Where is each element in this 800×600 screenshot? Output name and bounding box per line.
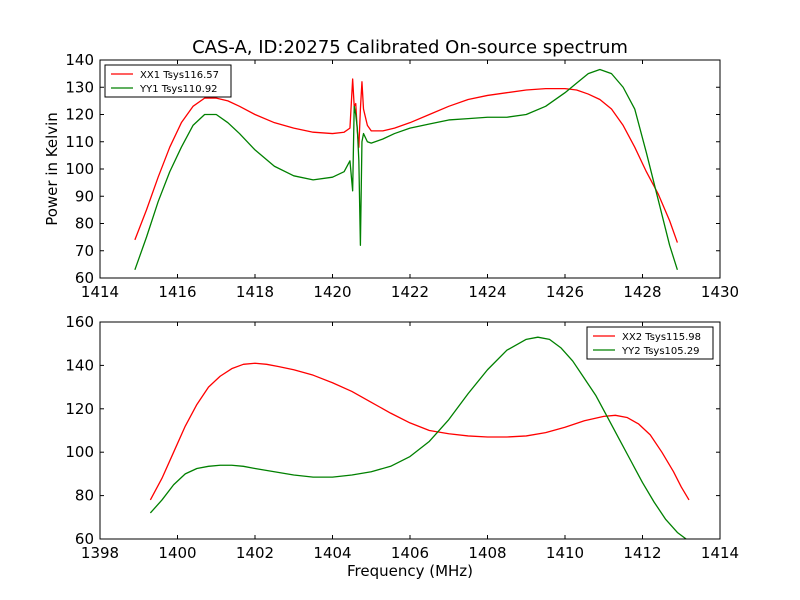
x-tick-label: 1406 [391,544,429,562]
top-panel: 1414 1416 1418 1420 1422 1424 1426 1428 1430 60 70… [65,51,739,301]
y-tick-label: 80 [75,215,94,233]
x-tick-label: 1422 [391,283,429,301]
legend-box [586,326,714,360]
x-tick-label: 1414 [701,544,739,562]
y-tick-label: 80 [75,487,94,505]
y-tick-label: 60 [75,269,94,287]
y-tick-label: 60 [75,530,94,548]
y-tick-label: 140 [65,51,94,69]
y-tick-label: 120 [65,400,94,418]
series-line-bottom-0 [149,362,690,501]
series-line-top-1 [134,68,678,271]
legend-box [104,64,232,98]
x-tick-label: 1398 [81,544,119,562]
y-tick-label: 110 [65,133,94,151]
x-tick-label: 1400 [158,544,196,562]
x-tick-label: 1420 [313,283,351,301]
y-tick-label: 130 [65,78,94,96]
series-line-bottom-1 [149,336,688,539]
chart-title: CAS-A, ID:20275 Calibrated On-source spe… [192,37,628,58]
y-tick-label: 70 [75,242,94,260]
legend-label: XX1 Tsys116.57 [140,70,219,81]
bottom-panel: 1398 1400 1402 1404 1406 1408 1410 1412 1414 60 80… [65,313,739,562]
series-line-top-0 [134,78,678,243]
y-tick-label: 160 [65,313,94,331]
x-tick-label: 1412 [623,544,661,562]
x-tick-label: 1408 [468,544,506,562]
x-tick-label: 1428 [623,283,661,301]
x-tick-label: 1424 [468,283,506,301]
y-tick-label: 140 [65,356,94,374]
y-tick-label: 90 [75,187,94,205]
legend-label: YY1 Tsys110.92 [139,84,218,95]
x-tick-label: 1418 [236,283,274,301]
legend-label: YY2 Tsys105.29 [621,346,700,357]
x-tick-label: 1430 [701,283,739,301]
x-tick-label: 1404 [313,544,351,562]
legend: XX2 Tsys115.98 YY2 Tsys105.29 [586,326,714,360]
x-tick-label: 1414 [81,283,119,301]
x-tick-label: 1410 [546,544,584,562]
legend: XX1 Tsys116.57 YY1 Tsys110.92 [104,64,232,98]
y-tick-label: 100 [65,160,94,178]
x-tick-label: 1426 [546,283,584,301]
x-tick-label: 1416 [158,283,196,301]
legend-label: XX2 Tsys115.98 [622,332,701,343]
bottom-x-axis-label: Frequency (MHz) [347,562,473,580]
x-tick-label: 1402 [236,544,274,562]
y-tick-label: 100 [65,443,94,461]
top-y-axis-label: Power in Kelvin [43,112,61,226]
y-tick-label: 120 [65,106,94,124]
